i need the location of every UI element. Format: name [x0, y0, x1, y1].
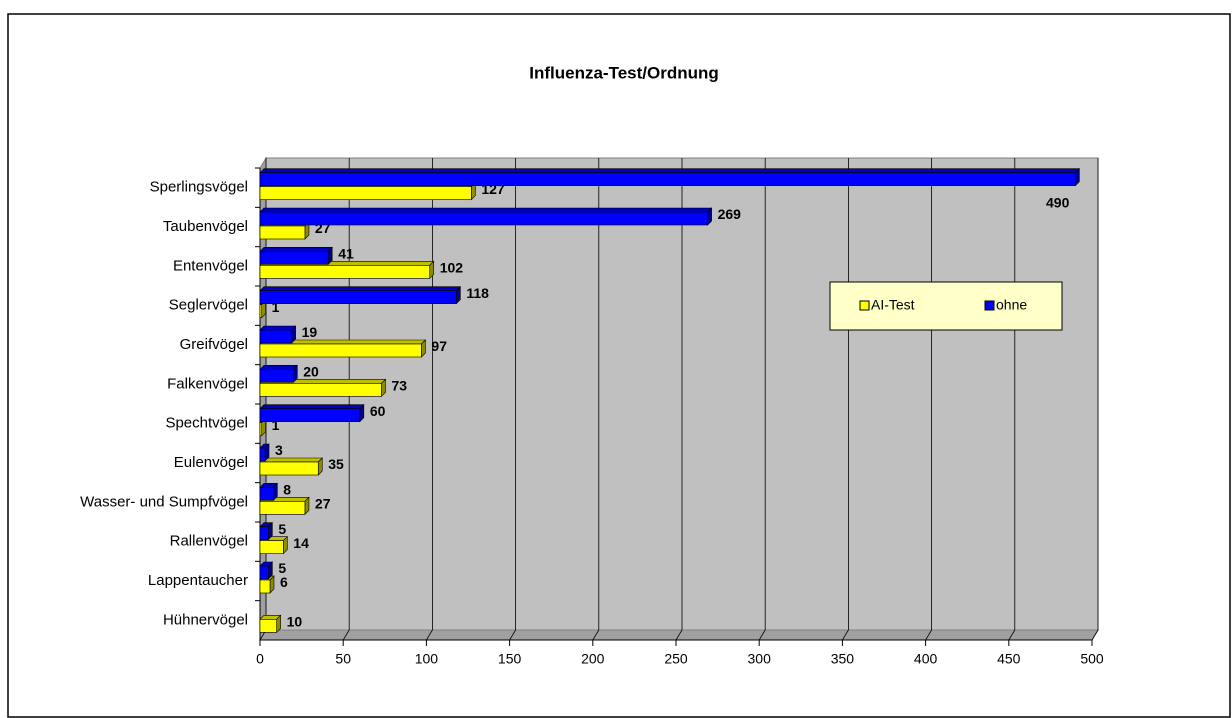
value-label: 1 [272, 417, 280, 433]
bar [259, 487, 274, 501]
bar [259, 579, 271, 594]
y-tick-label: Sperlingsvögel [150, 179, 248, 196]
legend-label: ohne [996, 297, 1027, 313]
value-label: 3 [275, 442, 283, 458]
bar [259, 422, 262, 436]
y-tick-label: Rallenvögel [170, 533, 248, 550]
bar-top [259, 325, 297, 331]
y-tick-label: Eulenvögel [174, 454, 248, 471]
grid-line [342, 158, 350, 641]
bar-top [259, 404, 365, 409]
grid-line [1091, 158, 1099, 641]
y-tick-label: Lappentaucher [148, 572, 248, 589]
value-label: 35 [328, 456, 344, 472]
y-tick-label: Spechtvögel [165, 415, 248, 432]
bar [259, 265, 431, 279]
legend-swatch [859, 300, 870, 311]
bar-top [259, 207, 713, 213]
bar [259, 343, 422, 358]
value-label: 5 [278, 560, 286, 576]
x-tick-label: 450 [997, 651, 1021, 667]
y-tick-label: Hühnervögel [163, 611, 248, 628]
bar-top [259, 365, 299, 370]
value-label: 490 [1046, 194, 1070, 210]
value-label: 97 [431, 338, 447, 354]
bar [259, 501, 306, 515]
bar [259, 290, 457, 304]
value-label: 27 [315, 496, 331, 512]
bar [259, 225, 306, 240]
value-label: 102 [440, 260, 464, 276]
bar [259, 329, 292, 344]
value-label: 41 [338, 246, 354, 262]
chart-title: Influenza-Test/Ordnung [529, 63, 719, 82]
bar [259, 186, 472, 200]
value-label: 6 [280, 574, 288, 590]
value-label: 10 [287, 614, 303, 630]
y-tick-label: Wasser- und Sumpfvögel [80, 493, 248, 510]
bar [259, 304, 262, 318]
grid-line [426, 158, 433, 641]
bar-top [259, 247, 333, 252]
x-tick-label: 0 [256, 651, 264, 667]
grid-line [509, 158, 516, 641]
x-tick-label: 200 [581, 651, 605, 667]
value-label: 60 [370, 403, 386, 419]
bar [259, 447, 266, 462]
value-label: 20 [303, 364, 319, 380]
x-tick-label: 50 [335, 651, 351, 667]
bar [259, 383, 382, 397]
y-tick-label: Seglervögel [169, 297, 248, 314]
bar [259, 172, 1076, 186]
value-label: 5 [278, 521, 286, 537]
legend-swatch [984, 300, 995, 311]
y-tick-label: Entenvögel [173, 257, 248, 274]
bar-top [259, 168, 1081, 173]
bar [259, 540, 284, 554]
y-tick-label: Greifvögel [180, 336, 248, 353]
bar [259, 369, 294, 383]
x-tick-label: 150 [498, 651, 522, 667]
bar [259, 619, 277, 633]
x-tick-label: 500 [1080, 651, 1104, 667]
y-tick-label: Falkenvögel [167, 375, 248, 392]
bar [259, 211, 708, 226]
x-tick-label: 300 [748, 651, 772, 667]
grid-line [592, 158, 600, 641]
bar [259, 526, 269, 540]
value-label: 1 [272, 299, 280, 315]
grid-line [758, 158, 766, 641]
x-tick-label: 100 [415, 651, 439, 667]
value-label: 19 [302, 324, 318, 340]
x-tick-label: 350 [831, 651, 855, 667]
bar-top [259, 286, 462, 291]
x-tick-label: 250 [664, 651, 688, 667]
value-label: 8 [283, 482, 291, 498]
bar [259, 408, 361, 422]
grid-line [675, 158, 683, 641]
y-tick-label: Taubenvögel [163, 218, 248, 235]
bar [259, 565, 269, 580]
value-label: 14 [293, 535, 309, 551]
bar [259, 251, 329, 265]
value-label: 73 [391, 378, 407, 394]
value-label: 118 [466, 285, 489, 301]
x-tick-label: 400 [914, 651, 938, 667]
value-label: 269 [718, 206, 742, 222]
bar [259, 461, 319, 476]
bar-top [259, 457, 323, 463]
legend-label: AI-Test [871, 297, 915, 313]
